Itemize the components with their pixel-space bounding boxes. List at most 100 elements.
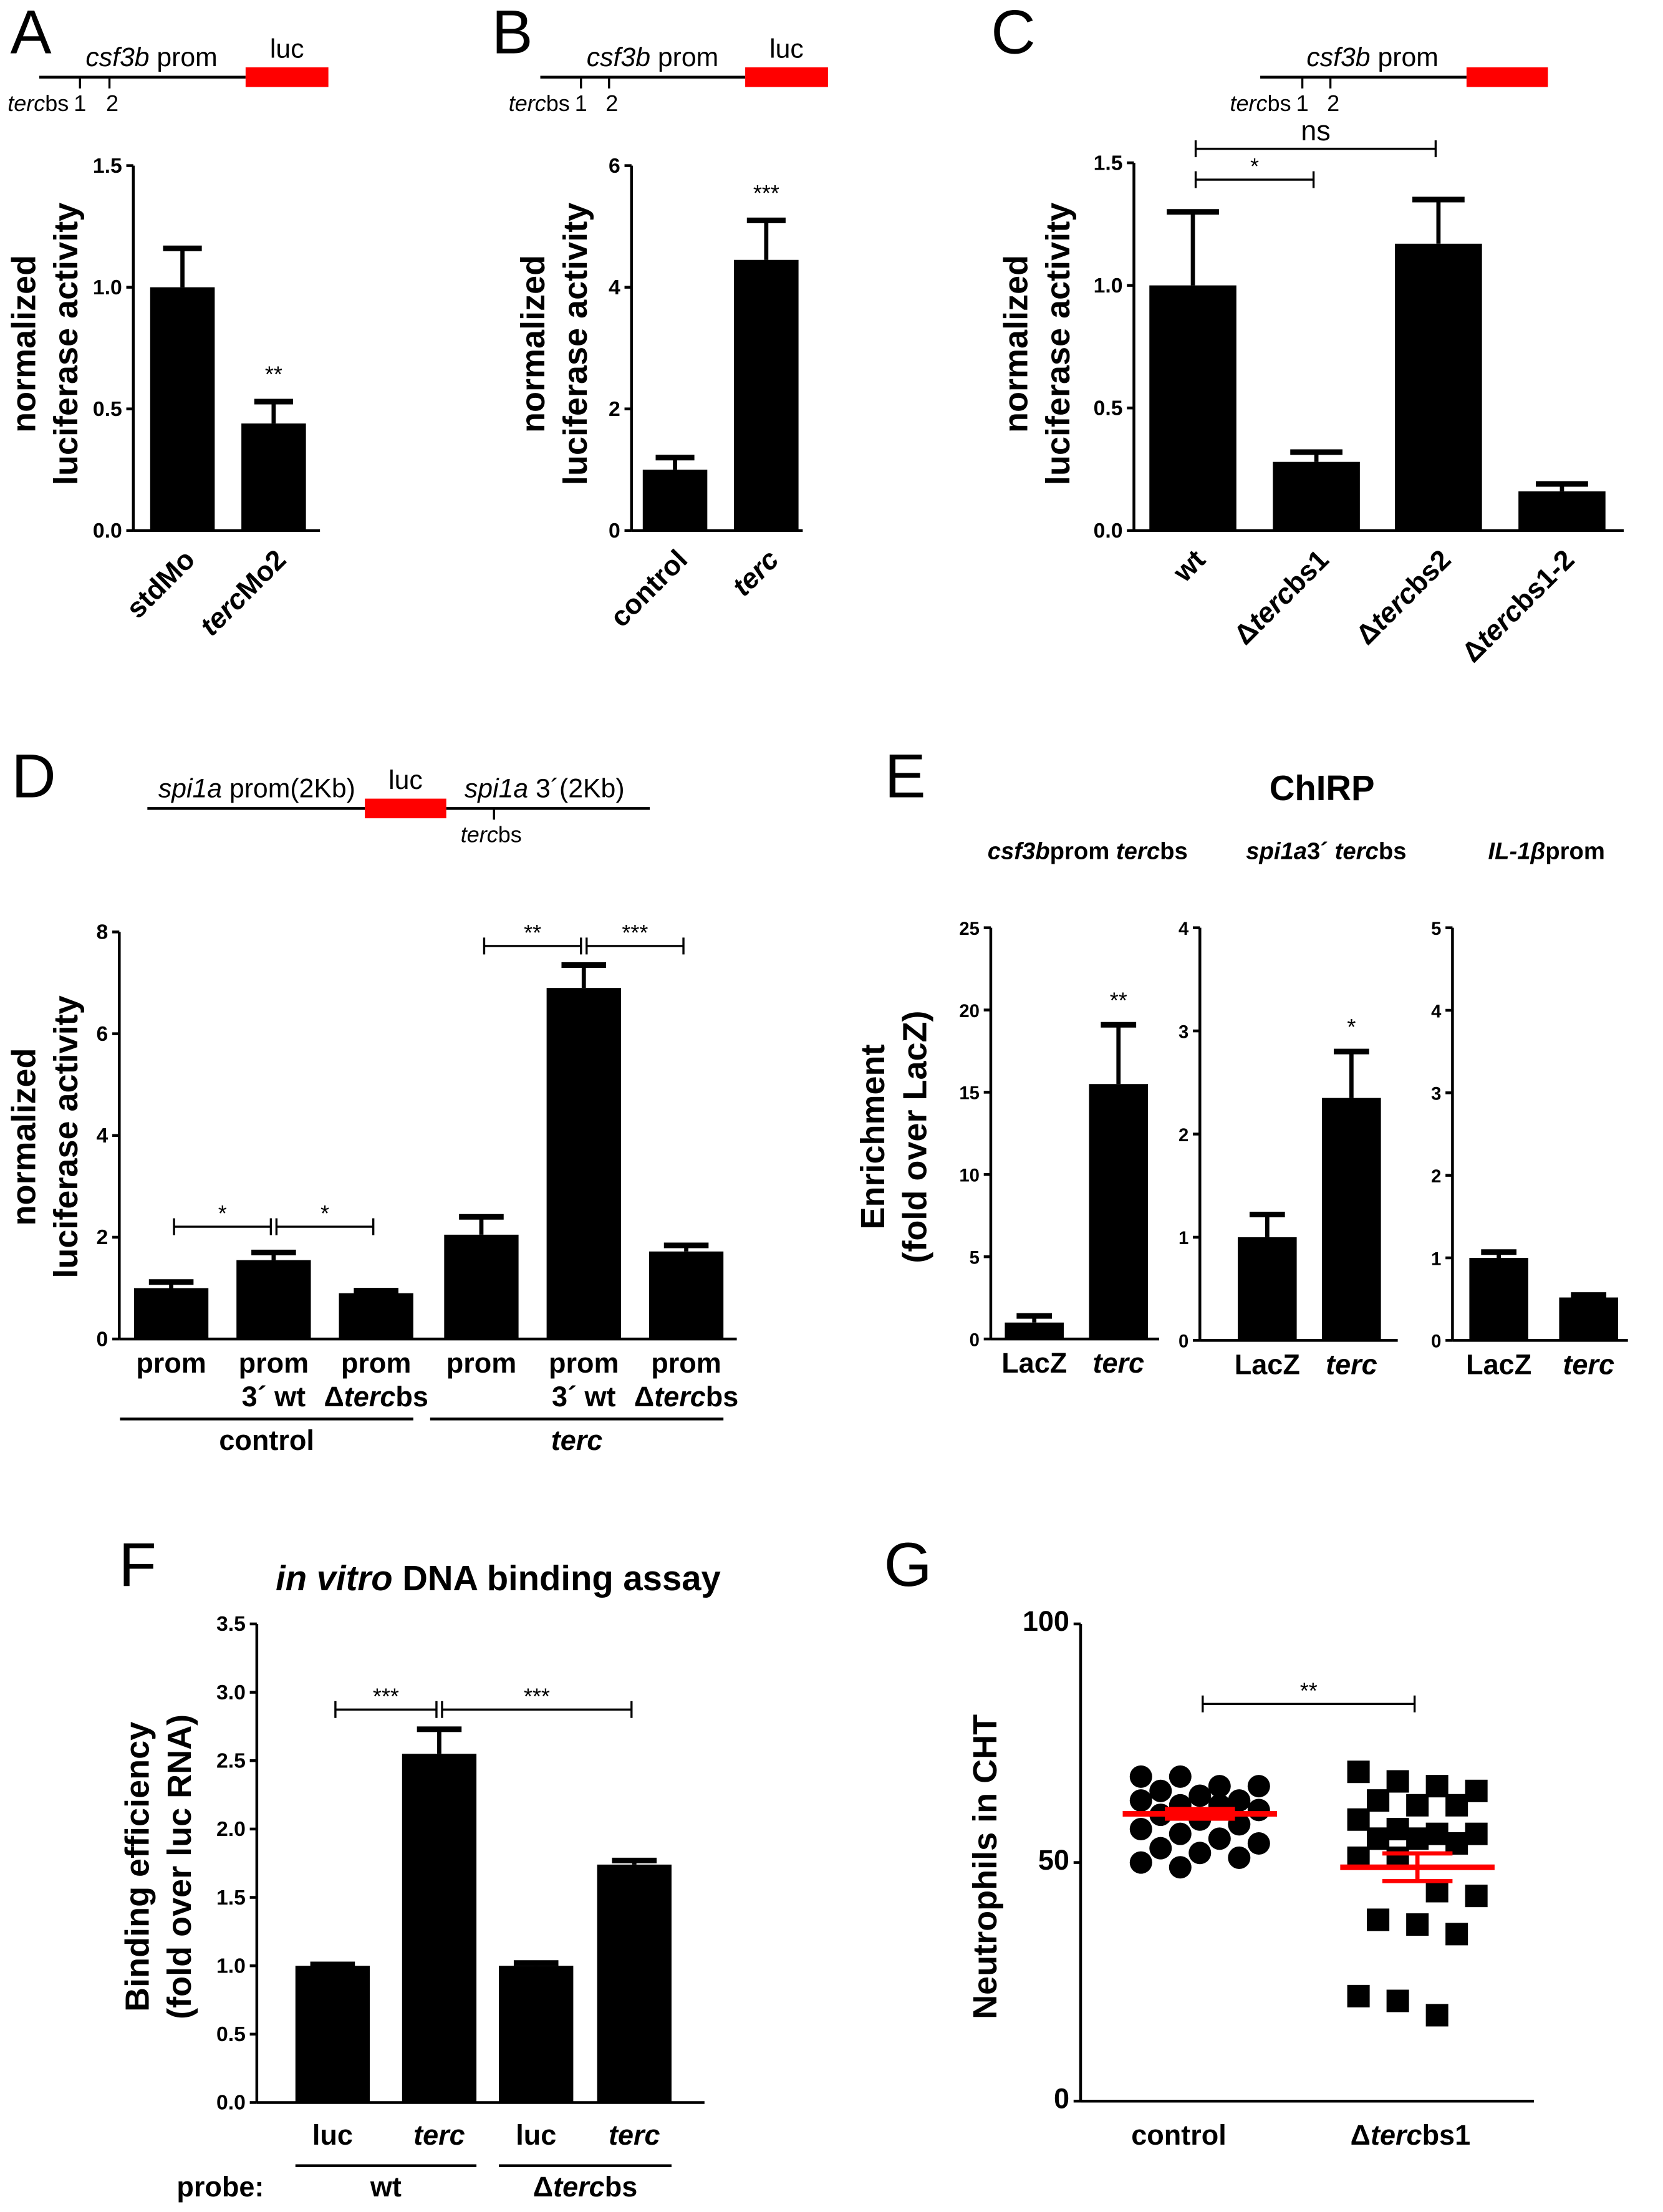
label-part: prom(2Kb) xyxy=(222,773,355,803)
reporter-label: luc xyxy=(769,34,804,64)
label-part: 25 xyxy=(959,919,980,939)
data-point xyxy=(1347,1984,1370,2007)
label-part: * xyxy=(1250,153,1259,179)
label-part: 1.0 xyxy=(216,1954,246,1978)
label-part: 3´ xyxy=(1307,838,1335,864)
x-tick-label: control xyxy=(604,543,693,633)
label-part: luciferase activity xyxy=(557,203,594,485)
y-tick-label: 15 xyxy=(959,1084,980,1104)
label-part: terc xyxy=(344,1381,396,1413)
data-point xyxy=(1169,1856,1192,1879)
x-tick-label: terc xyxy=(1092,1347,1144,1379)
label-part: Δ xyxy=(533,2171,553,2203)
site-number: 2 xyxy=(106,90,118,116)
data-point xyxy=(1465,1822,1488,1845)
luc-reporter xyxy=(365,798,446,819)
panel-letter-C: C xyxy=(991,0,1036,67)
y-axis-label: normalized xyxy=(5,255,42,433)
label-part: normalized xyxy=(997,255,1034,433)
x-tick-label: luc xyxy=(516,2119,556,2151)
label-part: 0.5 xyxy=(93,397,122,421)
significance-label: ** xyxy=(1300,1678,1318,1703)
label-part: 3´ wt xyxy=(552,1381,616,1413)
label-part: normalized xyxy=(5,255,42,433)
label-part: (fold over LacZ) xyxy=(896,1010,933,1263)
data-point xyxy=(1465,1779,1488,1802)
label-part: bs xyxy=(706,1381,739,1413)
bar xyxy=(1273,461,1360,531)
label-part: prom xyxy=(136,1347,206,1379)
label-part: D xyxy=(11,741,56,810)
bar xyxy=(1395,243,1482,531)
label-part: 20 xyxy=(959,1002,980,1021)
group-label: wt xyxy=(370,2171,402,2203)
y-tick-label: 2 xyxy=(609,397,620,421)
label-part: 2 xyxy=(605,90,618,116)
label-part: ChIRP xyxy=(1270,768,1375,808)
y-axis-label: Binding efficiency xyxy=(119,1722,157,2012)
label-part: 3´ wt xyxy=(242,1381,306,1413)
x-tick-label: terc xyxy=(726,543,784,602)
label-part: control xyxy=(604,543,693,633)
y-tick-label: 4 xyxy=(1431,1002,1442,1021)
data-point xyxy=(1129,1818,1152,1841)
x-tick-label: Δtercbs1-2 xyxy=(1455,543,1580,668)
label-part: bs1 xyxy=(1422,2119,1471,2151)
label-part: spi1a xyxy=(1246,838,1307,864)
bar xyxy=(1559,1297,1618,1341)
y-tick-label: 3.0 xyxy=(216,1681,246,1704)
label-part: prom xyxy=(1050,838,1116,864)
label-part: Enrichment xyxy=(854,1044,892,1229)
label-part: 0 xyxy=(970,1330,980,1350)
x-tick-label: LacZ xyxy=(1466,1348,1531,1380)
data-point xyxy=(1386,1770,1409,1793)
bar xyxy=(642,470,708,531)
y-tick-label: 3 xyxy=(1431,1084,1441,1104)
y-tick-label: 3.5 xyxy=(216,1612,246,1636)
data-point xyxy=(1425,1822,1448,1845)
panel-letter-E: E xyxy=(885,741,926,810)
data-point xyxy=(1425,2004,1448,2027)
data-point xyxy=(1347,1760,1370,1784)
label-part: 4 xyxy=(97,1124,108,1147)
reporter-label: luc xyxy=(388,765,423,795)
y-tick-label: 0 xyxy=(1054,2082,1069,2114)
label-part: luc xyxy=(516,2119,556,2151)
site-number: 2 xyxy=(1327,90,1339,116)
label-part: prom xyxy=(1371,42,1439,72)
label-part: 3 xyxy=(1431,1084,1441,1104)
data-point xyxy=(1149,1779,1172,1802)
x-tick-label: terc xyxy=(1563,1348,1614,1380)
label-part: LacZ xyxy=(1466,1348,1531,1380)
label-part: bs xyxy=(45,90,69,116)
data-point xyxy=(1386,1818,1409,1841)
y-tick-label: 1.5 xyxy=(1094,151,1123,175)
panel-letter-D: D xyxy=(11,741,56,810)
y-axis-label: luciferase activity xyxy=(557,203,594,485)
site-number: 1 xyxy=(74,90,86,116)
y-tick-label: 2 xyxy=(97,1225,108,1249)
promoter-label: csf3b prom xyxy=(1306,42,1438,72)
label-part: terc xyxy=(1326,1348,1377,1380)
label-part: bs xyxy=(498,821,522,847)
label-part: prom xyxy=(150,42,218,72)
significance-label: ** xyxy=(1110,987,1127,1013)
label-part: 1 xyxy=(1431,1249,1441,1269)
label-part: 1.0 xyxy=(1094,274,1123,297)
label-part: terc xyxy=(509,90,546,116)
label-part: prom xyxy=(650,42,718,72)
label-part: terc xyxy=(551,1424,603,1456)
label-part: G xyxy=(884,1530,932,1599)
bar xyxy=(1149,285,1236,531)
label-part: luciferase activity xyxy=(47,995,85,1278)
x-tick-label: wt xyxy=(1166,543,1211,588)
label-part: wt xyxy=(370,2171,402,2203)
y-tick-label: 0.5 xyxy=(216,2022,246,2046)
y-tick-label: 4 xyxy=(97,1124,108,1147)
x-tick-label: stdMo xyxy=(120,543,201,624)
significance-label: ** xyxy=(524,920,541,945)
bar xyxy=(499,1966,574,2103)
significance-label: *** xyxy=(622,920,648,945)
luc-reporter xyxy=(1466,67,1548,87)
